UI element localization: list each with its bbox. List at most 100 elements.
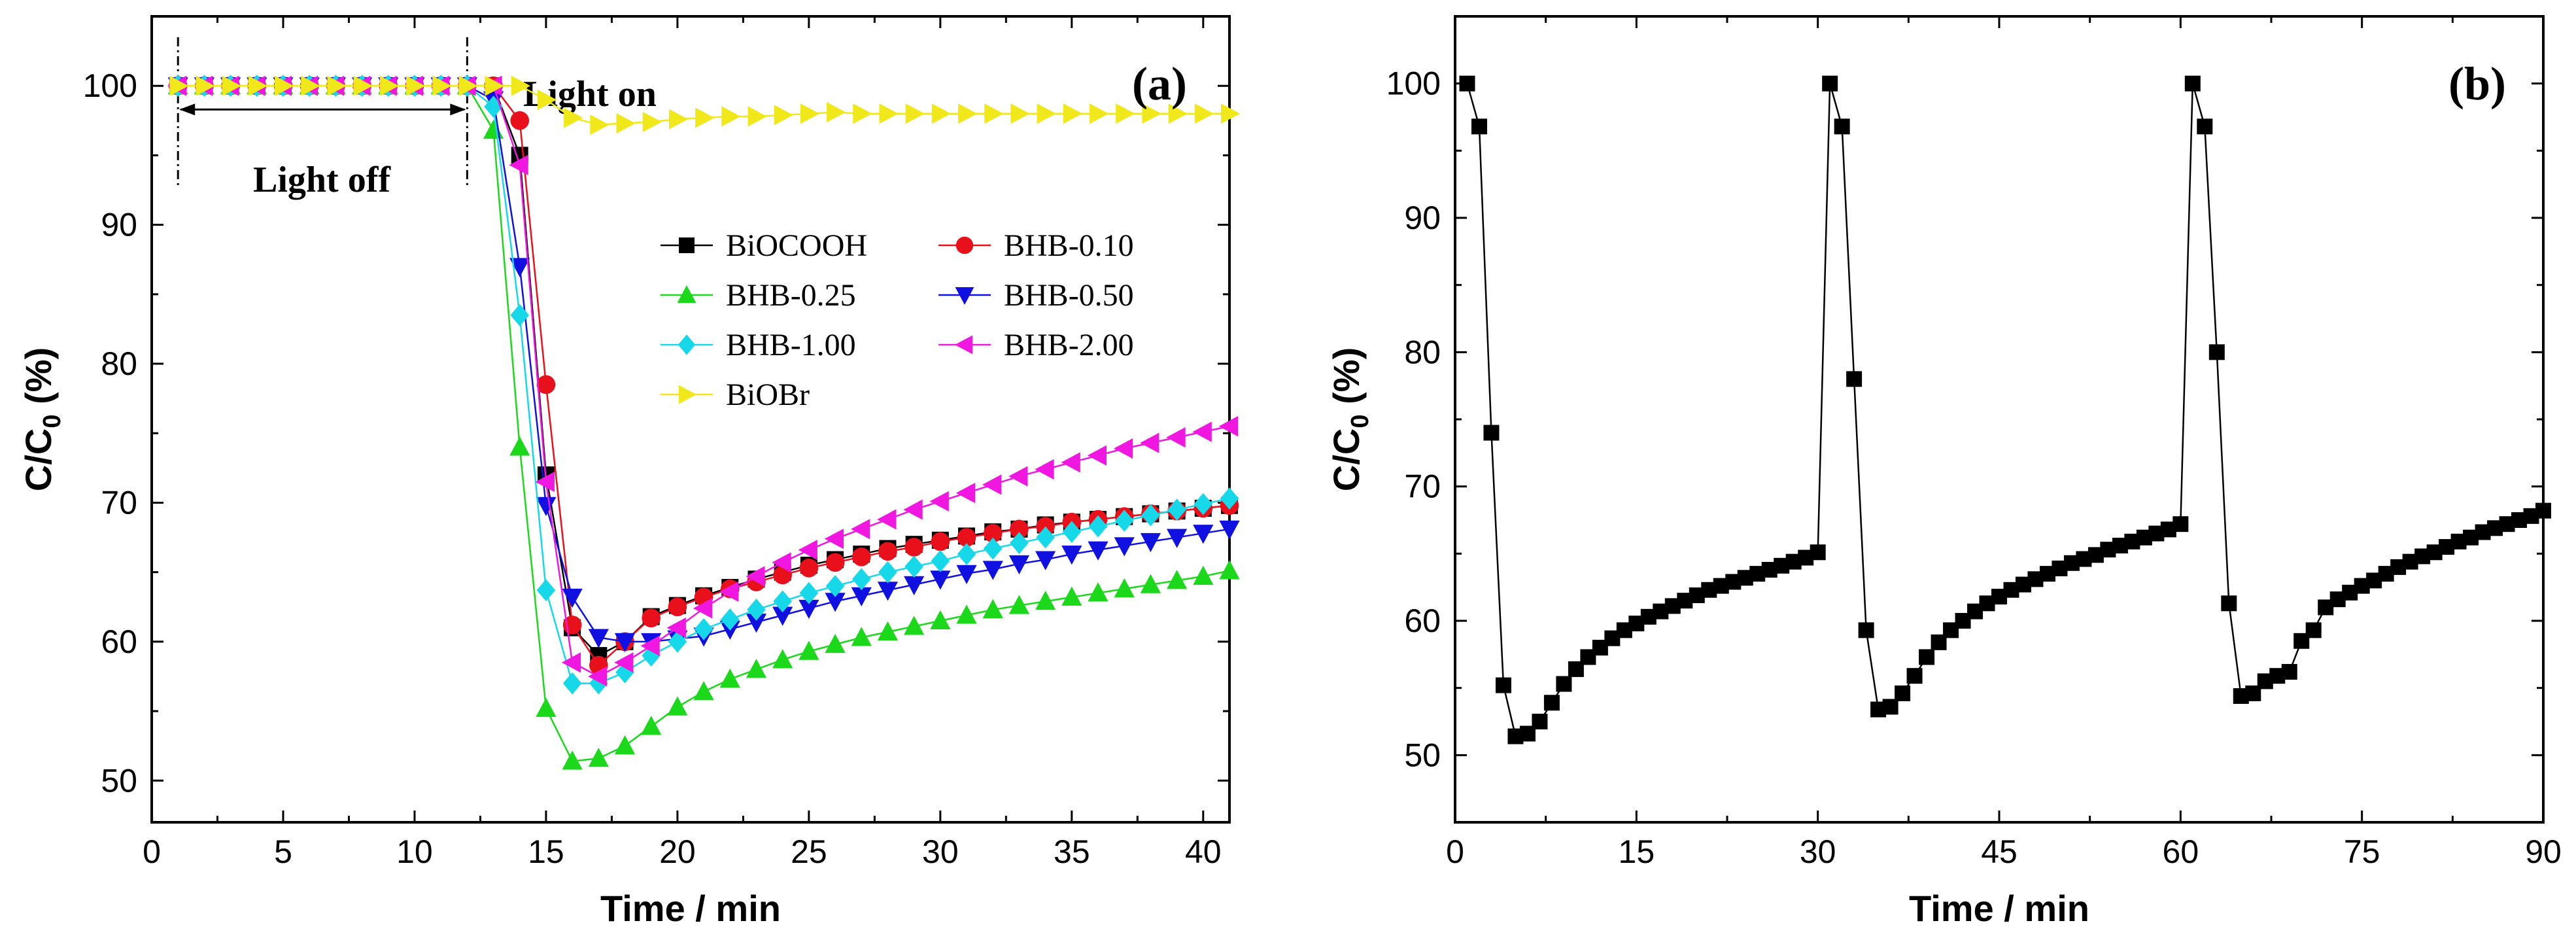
data-point-biobr — [379, 75, 400, 96]
data-point-bhb-0-10 — [957, 528, 976, 547]
x-axis-title-b: Time / min — [1909, 888, 2089, 929]
annotations-a: Light off Light on — [177, 37, 657, 200]
data-point-bhb-2-00 — [929, 491, 949, 512]
axis-ticks-a: 0 5 10 15 20 25 30 35 40 50 60 70 80 90 100 — [83, 16, 1229, 870]
data-point-bhb-1-00 — [484, 96, 503, 118]
data-point-biobr — [327, 75, 347, 96]
data-point-cycling — [1822, 75, 1838, 92]
data-point-bhb-0-25 — [536, 697, 557, 717]
data-point-bhb-0-50 — [536, 497, 557, 516]
data-point-biobr — [248, 75, 268, 96]
data-point-bhb-2-00 — [666, 618, 686, 638]
data-point-bhb-0-50 — [1219, 520, 1240, 540]
series-biobr — [169, 75, 1241, 135]
data-point-bhb-2-00 — [1140, 432, 1159, 453]
legend-marker-bhb-2-00 — [955, 335, 972, 355]
data-point-cycling — [1846, 371, 1863, 387]
legend-a: BiOCOOH BHB-0.10 BHB-0.25 BHB-0.50 BHB-1.00 B… — [661, 228, 1134, 412]
y-tick-label: 80 — [1404, 334, 1441, 370]
data-point-bhb-1-00 — [799, 582, 819, 604]
data-point-bhb-0-25 — [825, 633, 846, 654]
data-point-biobr — [616, 113, 636, 134]
data-point-biobr — [196, 75, 215, 96]
data-point-biobr — [458, 75, 478, 96]
data-point-bhb-0-50 — [614, 633, 636, 653]
legend-marker-bhb-1-00 — [678, 334, 696, 355]
data-point-bhb-2-00 — [535, 471, 555, 493]
data-point-bhb-1-00 — [510, 304, 530, 326]
data-point-bhb-0-25 — [851, 627, 872, 646]
data-point-biobr — [274, 75, 294, 96]
data-point-biobr — [747, 106, 767, 127]
data-point-bhb-0-10 — [1036, 517, 1055, 536]
x-tick-label: 0 — [143, 833, 161, 870]
legend-marker-bhb-0-25 — [677, 285, 696, 303]
data-point-biobr — [1142, 103, 1161, 124]
data-point-biobr — [1116, 103, 1135, 124]
data-point-bhb-0-50 — [1061, 546, 1082, 565]
x-tick-label: 25 — [791, 833, 827, 870]
data-point-bhb-0-50 — [562, 588, 583, 608]
data-point-cycling — [2535, 502, 2551, 519]
data-point-bhb-2-00 — [772, 552, 791, 573]
y-axis-title-b: C/C0 (%) — [1326, 347, 1374, 491]
data-point-cycling — [2221, 595, 2237, 612]
data-point-bhb-1-00 — [825, 574, 845, 597]
y-tick-label: 60 — [101, 623, 137, 660]
data-point-bhb-0-25 — [799, 640, 819, 660]
data-point-bhb-0-50 — [1140, 532, 1161, 553]
data-point-bhb-0-50 — [956, 565, 977, 585]
data-point-bhb-2-00 — [1192, 421, 1212, 442]
data-point-bhb-0-10 — [536, 375, 556, 394]
x-tick-label: 20 — [659, 833, 696, 870]
data-point-biobr — [169, 75, 189, 96]
series-line-cycling — [1466, 83, 2544, 738]
legend-item-biobr: BiOBr — [661, 377, 810, 412]
legend-marker-bhb-0-10 — [955, 236, 974, 254]
data-point-bhb-2-00 — [1008, 466, 1028, 487]
data-point-biobr — [1010, 103, 1030, 124]
data-point-bhb-0-50 — [904, 576, 925, 596]
data-point-bhb-0-25 — [1193, 565, 1214, 585]
data-point-bhb-2-00 — [955, 482, 976, 504]
data-point-bhb-1-00 — [1141, 504, 1160, 527]
data-point-bhb-0-50 — [1035, 551, 1056, 570]
plot-frame-b — [1454, 15, 2545, 824]
data-point-cycling — [1471, 118, 1487, 135]
data-point-biobr — [1194, 103, 1214, 124]
data-point-bhb-2-00 — [982, 474, 1002, 495]
series-bhb-1-00 — [168, 75, 1239, 695]
data-point-bhb-2-00 — [1113, 438, 1133, 459]
data-point-bhb-1-00 — [904, 555, 923, 578]
data-point-bhb-0-10 — [668, 597, 687, 617]
data-point-bhb-0-10 — [1010, 519, 1029, 539]
x-tick-label: 0 — [1446, 833, 1464, 870]
data-point-bhb-1-00 — [773, 590, 792, 613]
data-point-bhb-1-00 — [931, 550, 950, 572]
data-point-bhb-0-50 — [746, 614, 767, 633]
data-point-bhb-2-00 — [1218, 416, 1238, 437]
legend-label: BHB-2.00 — [1004, 328, 1134, 362]
plot-frame-a — [150, 15, 1231, 824]
data-point-biobr — [222, 75, 241, 96]
data-point-bhb-2-00 — [561, 652, 581, 673]
y-axis-title-a-main: C/C — [18, 428, 59, 491]
data-point-cycling — [1882, 699, 1898, 715]
data-point-bhb-0-50 — [930, 570, 951, 590]
data-point-bhb-0-10 — [983, 523, 1003, 543]
data-point-bhb-0-25 — [693, 681, 714, 701]
legend-item-bhb-1-00: BHB-1.00 — [661, 328, 856, 362]
data-point-bhb-1-00 — [957, 543, 976, 565]
data-point-bhb-0-25 — [1035, 591, 1056, 610]
y-tick-label: 50 — [1404, 737, 1441, 773]
x-tick-label: 30 — [1800, 833, 1836, 870]
data-point-bhb-0-50 — [1008, 555, 1030, 575]
y-tick-label: 70 — [101, 484, 137, 521]
data-point-bhb-2-00 — [903, 499, 923, 520]
legend-marker-biocooh — [679, 237, 695, 253]
light-off-arrowhead-right — [450, 103, 466, 116]
data-point-bhb-1-00 — [878, 561, 897, 584]
data-point-biobr — [695, 107, 715, 128]
data-point-bhb-0-25 — [1140, 574, 1161, 593]
